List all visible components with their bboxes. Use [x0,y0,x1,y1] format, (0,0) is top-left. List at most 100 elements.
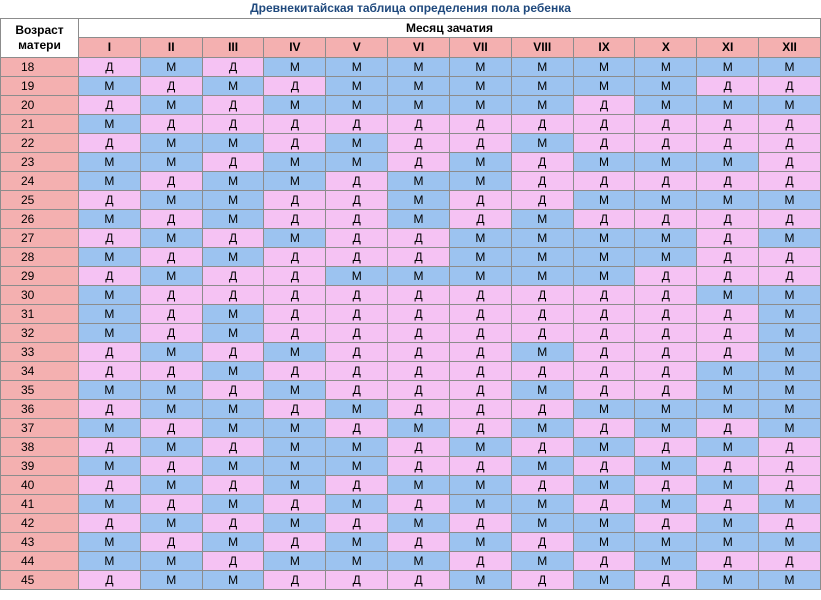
gender-cell: М [572,266,636,286]
gender-cell: Д [634,285,698,305]
gender-cell: Д [325,304,389,324]
gender-cell: М [201,190,265,210]
gender-cell: Д [139,323,203,343]
gender-cell: М [758,380,821,400]
table-row: 20 Д М Д М М М М М Д М М М [0,95,821,115]
table-row: 27 Д М Д М Д Д М М М М Д М [0,228,821,248]
gender-cell: Д [696,456,760,476]
gender-cell: Д [139,247,203,267]
gender-cell: М [634,532,698,552]
gender-cell: М [758,418,821,438]
gender-cell: М [510,76,574,96]
gender-cell: Д [448,323,512,343]
gender-cell: М [510,247,574,267]
gender-cell: Д [325,342,389,362]
gender-cell: М [758,532,821,552]
age-cell: 44 [0,551,79,571]
gender-cell: Д [387,437,450,457]
gender-cell: М [572,57,636,77]
gender-cell: Д [139,76,203,96]
gender-cell: Д [201,95,265,115]
age-cell: 43 [0,532,79,552]
gender-cell: М [263,57,327,77]
gender-cell: Д [448,456,512,476]
gender-cell: М [201,76,265,96]
gender-cell: Д [325,171,389,191]
gender-cell: Д [510,190,574,210]
age-cell: 40 [0,475,79,495]
gender-cell: Д [387,342,450,362]
gender-cell: М [201,171,265,191]
gender-cell: Д [758,456,821,476]
gender-cell: М [263,513,327,533]
gender-cell: М [263,380,327,400]
gender-cell: Д [78,266,141,286]
gender-cell: М [78,323,141,343]
table-body: 18 Д М Д М М М М М М М М М 19 М Д М Д М М М М М М Д Д 20 Д М Д М М М М М Д М… [0,57,821,590]
gender-cell: М [572,437,636,457]
gender-cell: Д [325,228,389,248]
gender-cell: Д [758,266,821,286]
gender-cell: М [201,133,265,153]
gender-cell: М [139,57,203,77]
gender-cell: М [572,475,636,495]
age-cell: 34 [0,361,79,381]
age-cell: 41 [0,494,79,514]
gender-cell: Д [78,570,141,590]
month-header-cell: IX [572,36,636,59]
gender-cell: М [78,304,141,324]
gender-cell: М [201,399,265,419]
gender-cell: М [263,342,327,362]
table-row: 44 М М Д М М М Д М Д М Д Д [0,551,821,571]
gender-cell: Д [696,266,760,286]
gender-cell: Д [139,304,203,324]
gender-cell: Д [634,304,698,324]
gender-cell: Д [448,285,512,305]
age-cell: 31 [0,304,79,324]
gender-cell: М [448,266,512,286]
gender-cell: Д [634,570,698,590]
gender-cell: Д [510,285,574,305]
gender-cell: Д [263,532,327,552]
gender-cell: Д [325,513,389,533]
gender-cell: М [634,247,698,267]
gender-cell: Д [201,266,265,286]
age-cell: 27 [0,228,79,248]
gender-cell: Д [78,342,141,362]
gender-cell: М [139,95,203,115]
gender-cell: Д [448,380,512,400]
gender-cell: Д [510,475,574,495]
gender-cell: Д [448,513,512,533]
gender-cell: Д [696,494,760,514]
gender-cell: Д [634,361,698,381]
gender-cell: М [139,551,203,571]
gender-cell: М [758,228,821,248]
gender-cell: Д [634,266,698,286]
gender-cell: М [510,342,574,362]
gender-cell: М [572,247,636,267]
gender-cell: М [325,266,389,286]
gender-cell: М [325,57,389,77]
table-row: 23 М М Д М М Д М Д М М М Д [0,152,821,172]
gender-cell: М [758,570,821,590]
gender-cell: М [139,228,203,248]
gender-cell: М [78,247,141,267]
gender-cell: М [572,532,636,552]
gender-cell: Д [510,114,574,134]
gender-cell: М [325,95,389,115]
gender-cell: М [201,570,265,590]
gender-cell: Д [387,247,450,267]
gender-cell: Д [387,152,450,172]
gender-cell: М [325,152,389,172]
gender-cell: М [387,418,450,438]
gender-cell: Д [201,513,265,533]
gender-cell: М [387,57,450,77]
gender-cell: М [139,399,203,419]
gender-cell: М [78,209,141,229]
gender-cell: М [696,570,760,590]
gender-cell: М [634,399,698,419]
gender-cell: Д [387,323,450,343]
gender-cell: Д [510,152,574,172]
month-header-row: I II III IV V VI VII VIII IX X XI XII [1,36,821,59]
